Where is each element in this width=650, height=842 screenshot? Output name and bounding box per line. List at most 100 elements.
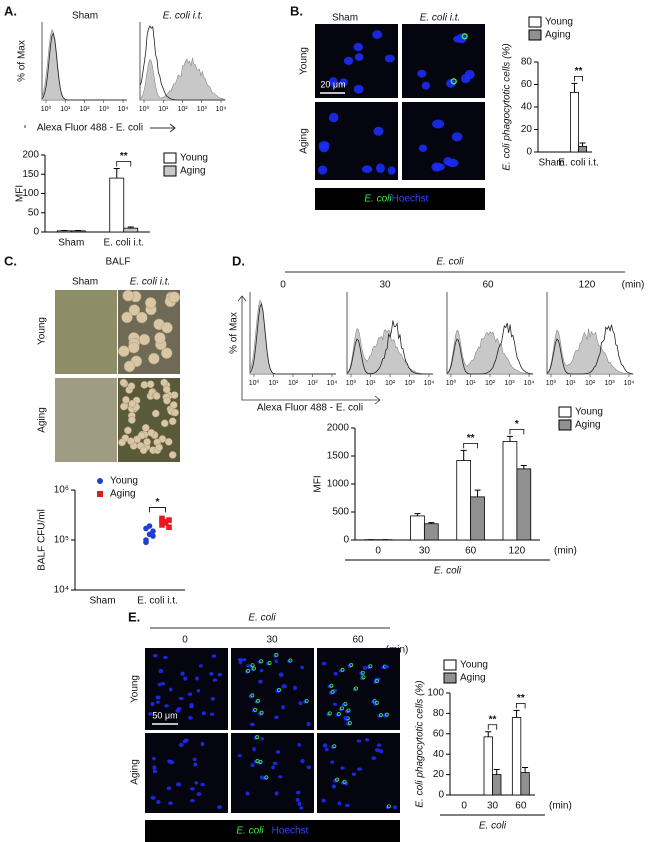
nucleus [451,132,463,142]
y-tick-label: 100 [427,688,444,699]
nucleus [187,692,193,696]
bar [123,227,139,233]
nucleus [321,661,327,666]
nucleus [372,30,383,39]
colony [143,438,151,446]
time-label: 60 [482,280,494,291]
nucleus [376,743,382,747]
colony [170,391,179,399]
bar [70,230,86,233]
bar [502,441,518,541]
bar [483,736,493,796]
scale-label: 20 μm [320,79,345,89]
legend-label: Young [460,660,488,671]
legend-marker [443,659,457,671]
nucleus [306,721,311,727]
row-label: Young [299,47,310,75]
bacteria [368,664,373,669]
significance-bracket [574,75,583,82]
scale-label: 50 μm [152,710,177,720]
nucleus [168,801,173,805]
nucleus [180,671,185,676]
colony [140,381,149,389]
colony [164,437,173,446]
hist-tick-label: 10³ [197,106,208,113]
bacteria [250,663,255,668]
hist-tick-label: 10² [288,380,299,387]
micrograph [317,733,400,813]
nucleus [354,53,364,61]
legend-marker [528,16,542,28]
hist-tick-label: 10¹ [60,106,71,113]
bacteria [450,78,457,85]
point [162,520,169,526]
panel-label: A. [4,3,17,18]
error-bar [474,489,481,497]
bacteria [349,662,354,667]
column-label: Sham [72,11,98,22]
nucleus [152,769,158,774]
column-label: E. coli i.t. [130,277,171,288]
nucleus [196,792,202,797]
colony [144,297,157,309]
nucleus [157,682,162,687]
colony [162,385,171,394]
nucleus [217,805,223,810]
legend-label: Young [545,17,573,28]
nucleus [418,144,428,152]
panel-label: B. [290,3,303,18]
nucleus [278,672,284,677]
nucleus [274,659,279,664]
time-label: 30 [379,280,391,291]
nucleus [274,715,279,720]
hist-tick-label: 10⁰ [41,105,52,113]
y-tick-label: 40 [521,102,533,113]
plate [55,378,117,462]
nucleus [297,801,302,806]
bacteria [330,689,335,694]
nucleus [432,119,445,129]
nucleus [343,715,348,720]
hist-tick-label: 10² [177,106,188,113]
colony [151,409,160,418]
bacteria [374,678,379,683]
y-tick-label: 500 [332,507,349,518]
nucleus [361,165,373,173]
y-tick-label: 150 [22,169,39,180]
colony [138,333,151,346]
y-tick-label: 1000 [327,479,350,490]
nucleus [209,712,215,716]
colony [123,360,136,373]
nucleus [375,163,385,174]
nucleus [322,743,328,748]
legend-marker [558,406,572,418]
bar [410,515,425,541]
nucleus [453,35,463,43]
bacteria [340,667,345,672]
legend-marker [443,672,457,684]
significance-label: ** [120,151,128,162]
error-bar [428,522,435,524]
bar [492,774,502,796]
axis-label: Alexa Fluor 488 - E. coli [37,123,143,134]
time-label: 30 [266,635,278,646]
bacteria [361,675,366,680]
nucleus [461,73,471,84]
stain-label: Hoechst [272,826,309,837]
nucleus [245,791,250,796]
nucleus [168,687,173,692]
colony [118,345,130,357]
nucleus [421,81,431,90]
group-label: E. coli [248,613,276,624]
legend-label: Young [180,153,208,164]
legend-label: Aging [575,420,601,431]
bar [456,460,472,541]
legend-marker [97,491,103,497]
significance-bracket [116,161,132,167]
time-label: 0 [280,280,286,291]
hist-young [346,320,433,375]
colony [154,332,166,344]
nucleus [155,700,160,704]
nucleus [356,767,363,771]
x-tick-label: Sham [58,238,84,249]
